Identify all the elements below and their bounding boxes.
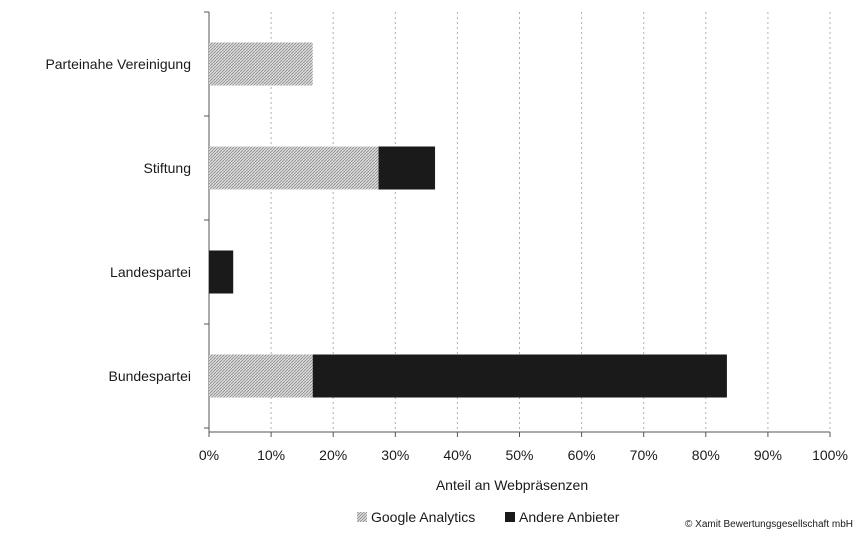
x-tick-label: 50%: [505, 447, 533, 463]
legend-label-andere-anbieter: Andere Anbieter: [519, 509, 620, 525]
bar-andere-anbieter: [312, 354, 727, 398]
category-label: Bundespartei: [108, 368, 191, 384]
x-tick-label: 80%: [692, 447, 720, 463]
bar-andere-anbieter: [209, 250, 234, 294]
copyright-text: © Xamit Bewertungsgesellschaft mbH: [685, 519, 853, 530]
bar-google-analytics: [209, 146, 379, 190]
x-tick-label: 70%: [630, 447, 658, 463]
x-tick-label: 90%: [754, 447, 782, 463]
category-label: Stiftung: [144, 160, 191, 176]
legend-swatch-google-analytics: [357, 512, 367, 522]
bar-andere-anbieter: [378, 146, 436, 190]
x-tick-label: 10%: [257, 447, 285, 463]
x-axis-title: Anteil an Webpräsenzen: [436, 477, 588, 493]
legend-swatch-andere-anbieter: [505, 512, 515, 522]
bar-google-analytics: [209, 354, 313, 398]
bar-google-analytics: [209, 42, 313, 86]
legend-label-google-analytics: Google Analytics: [371, 509, 475, 525]
x-tick-label: 60%: [568, 447, 596, 463]
x-tick-label: 0%: [199, 447, 219, 463]
x-tick-label: 20%: [319, 447, 347, 463]
x-tick-label: 40%: [443, 447, 471, 463]
gridlines: [270, 12, 831, 432]
x-tick-label: 100%: [812, 447, 848, 463]
bars: [209, 42, 727, 398]
legend: Google Analytics Andere Anbieter: [357, 509, 620, 525]
x-tick-label: 30%: [381, 447, 409, 463]
category-label: Parteinahe Vereinigung: [45, 56, 191, 72]
labels: 0% 10% 20% 30% 40% 50% 60% 70% 80% 90% 100% Partein…: [45, 56, 847, 463]
category-label: Landespartei: [110, 264, 191, 280]
